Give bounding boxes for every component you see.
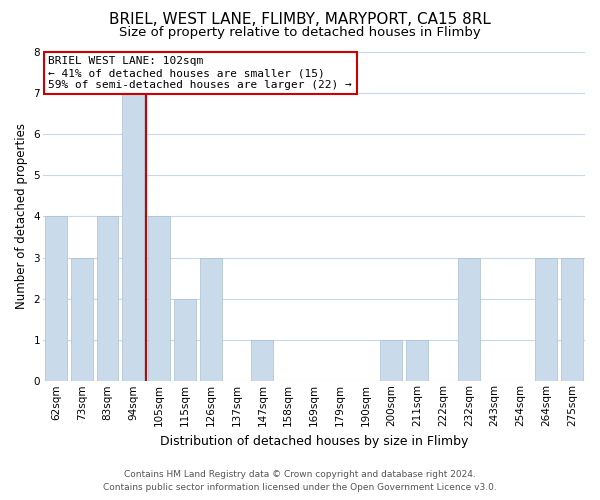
Bar bbox=[97, 216, 118, 382]
Text: BRIEL, WEST LANE, FLIMBY, MARYPORT, CA15 8RL: BRIEL, WEST LANE, FLIMBY, MARYPORT, CA15… bbox=[109, 12, 491, 28]
Text: BRIEL WEST LANE: 102sqm
← 41% of detached houses are smaller (15)
59% of semi-de: BRIEL WEST LANE: 102sqm ← 41% of detache… bbox=[49, 56, 352, 90]
Bar bbox=[380, 340, 403, 382]
Text: Size of property relative to detached houses in Flimby: Size of property relative to detached ho… bbox=[119, 26, 481, 39]
Y-axis label: Number of detached properties: Number of detached properties bbox=[15, 124, 28, 310]
Bar bbox=[45, 216, 67, 382]
Bar bbox=[251, 340, 274, 382]
Text: Contains HM Land Registry data © Crown copyright and database right 2024.
Contai: Contains HM Land Registry data © Crown c… bbox=[103, 470, 497, 492]
X-axis label: Distribution of detached houses by size in Flimby: Distribution of detached houses by size … bbox=[160, 434, 468, 448]
Bar bbox=[458, 258, 480, 382]
Bar bbox=[561, 258, 583, 382]
Bar bbox=[122, 92, 144, 382]
Bar bbox=[174, 299, 196, 382]
Bar bbox=[406, 340, 428, 382]
Bar bbox=[71, 258, 92, 382]
Bar bbox=[200, 258, 222, 382]
Bar bbox=[148, 216, 170, 382]
Bar bbox=[535, 258, 557, 382]
